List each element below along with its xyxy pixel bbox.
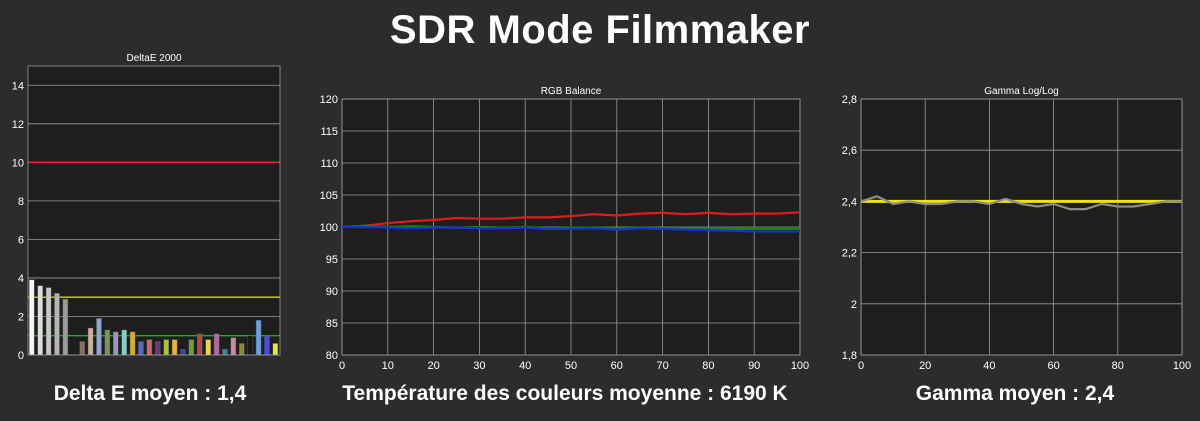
- deltae-ytick-label: 0: [18, 350, 24, 362]
- rgb-ytick-label: 90: [326, 286, 338, 298]
- deltae-bar: [37, 285, 43, 356]
- gamma-ytick-label: 1,8: [842, 350, 857, 362]
- page-title: SDR Mode Filmmaker: [389, 8, 811, 52]
- deltae-bar: [222, 349, 228, 356]
- deltae-bar: [264, 335, 270, 356]
- rgb-ytick-label: 80: [326, 350, 338, 362]
- deltae-bar: [104, 329, 111, 356]
- deltae-bar: [146, 339, 153, 356]
- gamma-ytick-label: 2,8: [842, 94, 857, 106]
- rgb-xtick-label: 80: [702, 360, 714, 372]
- gamma-xtick-label: 60: [1047, 360, 1059, 372]
- gamma-xtick-label: 100: [1173, 360, 1191, 372]
- deltae-bar: [138, 341, 144, 356]
- rgb-xtick-label: 100: [791, 360, 809, 372]
- deltae-bar: [45, 287, 52, 356]
- deltae-bar: [79, 341, 85, 356]
- deltae-bar: [62, 298, 69, 356]
- gamma-chart: Gamma Log/Log 1,8 2 2,2 2,4 2,6 2,8 0 20 40 60 80 10…: [842, 86, 1191, 372]
- rgb-xtick-label: 90: [748, 360, 760, 372]
- gamma-xtick-label: 0: [858, 360, 864, 372]
- rgb-series-line: [341, 211, 801, 229]
- deltae-ytick-label: 2: [18, 311, 24, 323]
- rgb-xtick-label: 40: [519, 360, 531, 372]
- gamma-xtick-label: 20: [919, 360, 931, 372]
- deltae-caption: Delta E moyen : 1,4: [53, 382, 247, 405]
- deltae-bar: [205, 339, 211, 356]
- deltae-bar: [255, 320, 262, 356]
- rgb-ytick-label: 95: [326, 254, 338, 266]
- rgb-ytick-label: 115: [320, 126, 338, 138]
- gamma-xtick-label: 80: [1112, 360, 1124, 372]
- rgb-xtick-label: 0: [339, 360, 345, 372]
- deltae-ytick-label: 8: [18, 196, 24, 208]
- deltae-bar: [155, 341, 161, 356]
- rgb-xtick-label: 60: [611, 360, 623, 372]
- gamma-plot-area: [861, 99, 1182, 355]
- rgb-ytick-label: 120: [320, 94, 338, 106]
- deltae-ytick-label: 4: [18, 273, 24, 285]
- gamma-caption: Gamma moyen : 2,4: [915, 382, 1115, 405]
- deltae-bar: [171, 339, 178, 356]
- deltae-bar: [54, 293, 60, 356]
- deltae-plot-area: [28, 66, 280, 355]
- deltae-bar: [163, 339, 169, 356]
- deltae-ytick-label: 6: [18, 234, 24, 246]
- deltae-bar: [197, 333, 203, 356]
- deltae-ytick-label: 10: [12, 157, 24, 169]
- gamma-title: Gamma Log/Log: [984, 86, 1059, 97]
- deltae-bar: [96, 318, 102, 356]
- rgb-series-line: [342, 225, 800, 233]
- rgb-balance-chart: RGB Balance 80 85 90 95 100 105 110 115 120 0 10 20 3…: [320, 86, 810, 372]
- deltae-frame: [27, 65, 281, 356]
- rgb-ytick-label: 85: [326, 318, 338, 330]
- deltae-bar: [87, 327, 94, 356]
- rgb-caption: Température des couleurs moyenne : 6190 …: [342, 382, 788, 405]
- deltae-bar: [272, 343, 279, 356]
- deltae-bar: [129, 331, 136, 356]
- deltae-bar: [188, 339, 195, 356]
- deltae-bar: [121, 329, 127, 356]
- deltae-bar: [239, 343, 245, 356]
- rgb-ytick-label: 105: [320, 190, 338, 202]
- deltae-bar: [29, 279, 35, 356]
- rgb-series-line: [341, 224, 800, 230]
- rgb-xtick-label: 10: [382, 360, 394, 372]
- gamma-ytick-label: 2,6: [842, 145, 857, 157]
- gamma-ytick-label: 2,2: [842, 248, 857, 260]
- rgb-ytick-label: 100: [320, 222, 338, 234]
- deltae-bar: [213, 333, 220, 356]
- rgb-xtick-label: 20: [427, 360, 439, 372]
- deltae-chart: DeltaE 2000 0 2 4 6 8 10 12 14: [12, 53, 281, 362]
- rgb-xtick-label: 50: [565, 360, 577, 372]
- gamma-frame: [860, 98, 1183, 356]
- rgb-xtick-label: 70: [656, 360, 668, 372]
- gamma-xtick-label: 40: [983, 360, 995, 372]
- deltae-bar: [113, 331, 119, 356]
- gamma-ytick-label: 2,4: [842, 196, 857, 208]
- gamma-series-line: [860, 195, 1182, 211]
- deltae-title: DeltaE 2000: [126, 53, 181, 64]
- deltae-bar: [230, 337, 237, 356]
- deltae-bar: [247, 335, 253, 356]
- rgb-ytick-label: 110: [320, 158, 338, 170]
- rgb-title: RGB Balance: [541, 86, 602, 97]
- gamma-ytick-label: 2: [851, 299, 857, 311]
- deltae-ytick-label: 14: [12, 80, 24, 92]
- rgb-xtick-label: 30: [473, 360, 485, 372]
- deltae-ytick-label: 12: [12, 119, 24, 131]
- deltae-bar: [180, 349, 186, 356]
